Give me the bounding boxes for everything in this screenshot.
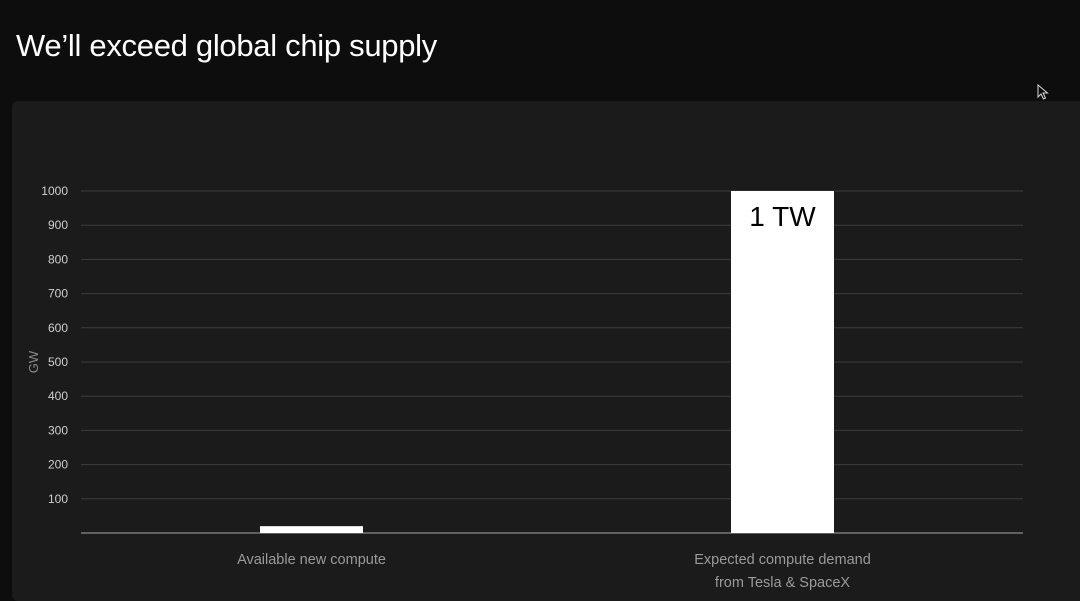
x-category-label: Available new compute [237, 552, 386, 568]
y-tick-label: 300 [48, 423, 68, 437]
slide-title: We’ll exceed global chip supply [16, 28, 437, 63]
y-tick-label: 1000 [41, 184, 68, 198]
y-tick-label: 100 [48, 492, 68, 506]
bar-value-label: 1 TW [749, 201, 816, 232]
x-category-label: Expected compute demand [694, 552, 871, 568]
chart-panel [12, 101, 1080, 601]
y-tick-label: 200 [48, 458, 68, 472]
y-axis-label: GW [26, 350, 41, 373]
y-tick-label: 600 [48, 321, 68, 335]
x-category-label: from Tesla & SpaceX [715, 575, 850, 591]
y-tick-label: 400 [48, 389, 68, 403]
y-tick-label: 900 [48, 218, 68, 232]
bar [260, 526, 363, 533]
y-tick-label: 800 [48, 252, 68, 266]
y-tick-label: 700 [48, 287, 68, 301]
bar [731, 191, 834, 533]
mouse-pointer-icon [1037, 84, 1049, 100]
y-tick-label: 500 [48, 355, 68, 369]
